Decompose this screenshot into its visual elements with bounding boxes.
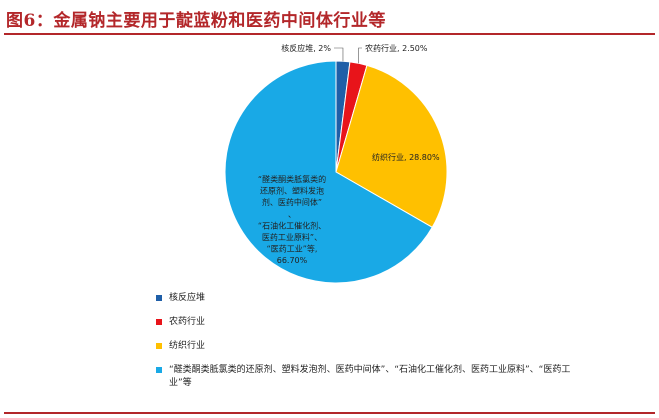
legend-swatch bbox=[156, 343, 162, 349]
footer-rule bbox=[4, 412, 655, 414]
legend-label: “醛类酮类胝氯类的还原剂、塑料发泡剂、医药中间体”、“石油化工催化剂、医药工业原… bbox=[169, 365, 571, 388]
legend-item-other: “醛类酮类胝氯类的还原剂、塑料发泡剂、医药中间体”、“石油化工催化剂、医药工业原… bbox=[156, 364, 576, 390]
legend-swatch bbox=[156, 367, 162, 373]
data-label: 剂、医药中间体” bbox=[262, 197, 322, 207]
data-label: 医药工业原料”、 bbox=[262, 232, 322, 242]
legend-label: 农药行业 bbox=[169, 317, 206, 327]
legend-item-pesticide: 农药行业 bbox=[156, 316, 576, 329]
legend-label: 纺织行业 bbox=[169, 341, 206, 351]
legend-swatch bbox=[156, 295, 162, 301]
data-label: “医药工业”等, bbox=[267, 244, 318, 254]
data-labels: 核反应堆, 2% 农药行业, 2.50% 纺织行业, 28.80% “醛类酮类胝氯类的… bbox=[258, 43, 440, 265]
leader-line bbox=[358, 47, 362, 64]
data-label: 农药行业, 2.50% bbox=[365, 43, 428, 53]
data-label: 纺织行业, 28.80% bbox=[372, 152, 440, 162]
data-label: 、 bbox=[288, 210, 296, 219]
data-label: “石油化工催化剂、 bbox=[258, 220, 326, 230]
legend-item-textile: 纺织行业 bbox=[156, 340, 576, 353]
data-label: 核反应堆, 2% bbox=[281, 43, 331, 53]
title-rule bbox=[4, 33, 655, 35]
legend: 核反应堆 农药行业 纺织行业 “醛类酮类胝氯类的还原剂、塑料发泡剂、医药中间体”… bbox=[156, 292, 576, 401]
data-label: 还原剂、塑料发泡 bbox=[260, 186, 324, 196]
pie-slice bbox=[224, 60, 433, 284]
data-label: “醛类酮类胝氯类的 bbox=[258, 174, 326, 184]
data-label: 66.70% bbox=[277, 256, 308, 265]
legend-swatch bbox=[156, 319, 162, 325]
pie-slice bbox=[335, 64, 448, 228]
leader-line bbox=[334, 47, 344, 62]
legend-item-nuclear: 核反应堆 bbox=[156, 292, 576, 305]
chart-title: 图6：金属钠主要用于靛蓝粉和医药中间体行业等 bbox=[6, 11, 386, 31]
leader-lines bbox=[334, 47, 362, 64]
legend-label: 核反应堆 bbox=[169, 293, 206, 303]
pie-slices bbox=[224, 60, 448, 284]
